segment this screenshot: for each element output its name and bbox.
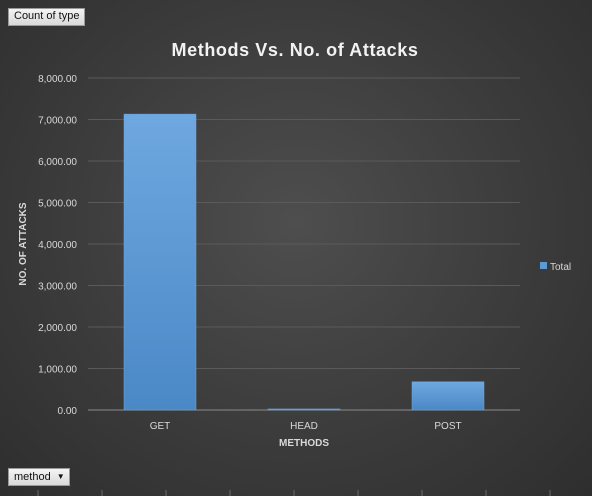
y-axis-ticks: 0.00 1,000.00 2,000.00 3,000.00 4,000.00 5,00… bbox=[38, 74, 77, 417]
x-tick-label: POST bbox=[434, 421, 461, 432]
axis-field-label: method bbox=[14, 471, 51, 483]
bar-post bbox=[411, 381, 485, 411]
bars bbox=[123, 113, 485, 411]
axis-field-button[interactable]: method ▼ bbox=[8, 468, 70, 486]
y-tick-label: 8,000.00 bbox=[38, 74, 77, 85]
bar-head bbox=[267, 408, 341, 411]
x-tick-label: GET bbox=[150, 421, 171, 432]
legend: Total bbox=[540, 262, 571, 273]
dropdown-arrow-icon[interactable]: ▼ bbox=[56, 472, 65, 481]
values-field-button[interactable]: Count of type bbox=[8, 8, 86, 26]
y-tick-label: 3,000.00 bbox=[38, 282, 77, 293]
legend-swatch bbox=[540, 262, 547, 269]
y-tick-label: 1,000.00 bbox=[38, 365, 77, 376]
y-tick-label: 2,000.00 bbox=[38, 323, 77, 334]
x-axis-ticks: GET HEAD POST bbox=[150, 421, 462, 432]
x-axis-label: METHODS bbox=[279, 438, 329, 449]
y-tick-label: 5,000.00 bbox=[38, 199, 77, 210]
y-tick-label: 0.00 bbox=[58, 406, 78, 417]
y-tick-label: 4,000.00 bbox=[38, 240, 77, 251]
x-tick-label: HEAD bbox=[290, 421, 318, 432]
chart-title: Methods Vs. No. of Attacks bbox=[172, 40, 419, 60]
worksheet-gridline-ticks bbox=[37, 490, 551, 496]
y-axis-label: NO. OF ATTACKS bbox=[18, 202, 29, 285]
values-field-label: Count of type bbox=[14, 10, 80, 22]
bar-get bbox=[123, 113, 197, 411]
y-tick-label: 6,000.00 bbox=[38, 157, 77, 168]
legend-label: Total bbox=[550, 262, 571, 273]
y-tick-label: 7,000.00 bbox=[38, 116, 77, 127]
